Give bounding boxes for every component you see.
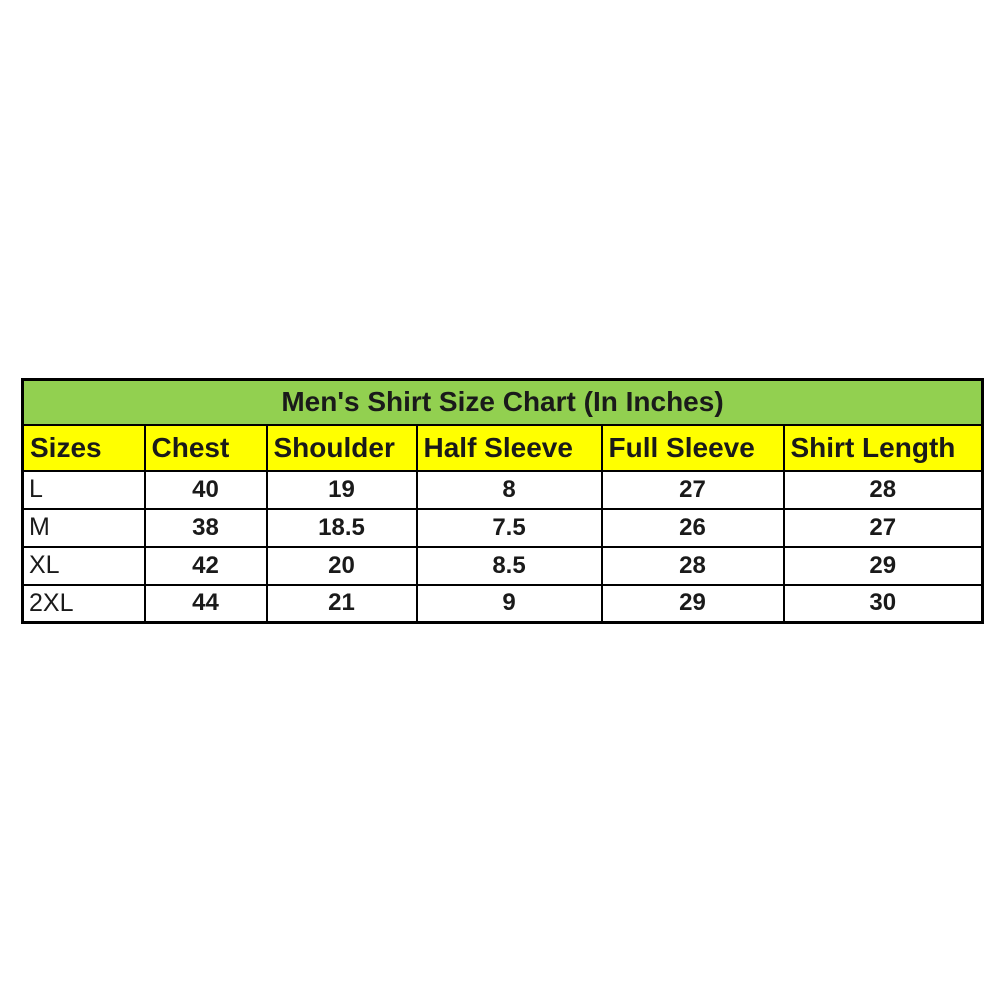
measurement-cell: 38	[143, 507, 268, 548]
measurement-cell: 28	[600, 545, 785, 586]
measurement-cell: 29	[782, 545, 984, 586]
measurement-cell: 40	[143, 469, 268, 510]
table-row-l: L 40 19 8 27 28	[21, 469, 984, 510]
measurement-cell: 8	[415, 469, 603, 510]
measurement-cell: 19	[265, 469, 418, 510]
table-header-row: Sizes Chest Shoulder Half Sleeve Full Sl…	[21, 423, 984, 472]
measurement-cell: 21	[265, 583, 418, 624]
measurement-cell: 9	[415, 583, 603, 624]
measurement-cell: 20	[265, 545, 418, 586]
table-row-m: M 38 18.5 7.5 26 27	[21, 507, 984, 548]
size-label: L	[21, 469, 146, 510]
table-title: Men's Shirt Size Chart (In Inches)	[21, 378, 984, 426]
measurement-cell: 26	[600, 507, 785, 548]
measurement-cell: 8.5	[415, 545, 603, 586]
measurement-cell: 44	[143, 583, 268, 624]
measurement-cell: 30	[782, 583, 984, 624]
measurement-cell: 27	[600, 469, 785, 510]
column-header-shirt-length: Shirt Length	[782, 423, 984, 472]
table-row-2xl: 2XL 44 21 9 29 30	[21, 583, 984, 624]
column-header-full-sleeve: Full Sleeve	[600, 423, 785, 472]
measurement-cell: 28	[782, 469, 984, 510]
measurement-cell: 42	[143, 545, 268, 586]
column-header-sizes: Sizes	[21, 423, 146, 472]
size-label: 2XL	[21, 583, 146, 624]
column-header-shoulder: Shoulder	[265, 423, 418, 472]
measurement-cell: 29	[600, 583, 785, 624]
column-header-chest: Chest	[143, 423, 268, 472]
measurement-cell: 27	[782, 507, 984, 548]
measurement-cell: 18.5	[265, 507, 418, 548]
table-row-xl: XL 42 20 8.5 28 29	[21, 545, 984, 586]
column-header-half-sleeve: Half Sleeve	[415, 423, 603, 472]
table-title-row: Men's Shirt Size Chart (In Inches)	[21, 378, 984, 426]
size-label: M	[21, 507, 146, 548]
size-label: XL	[21, 545, 146, 586]
measurement-cell: 7.5	[415, 507, 603, 548]
size-chart-table: Men's Shirt Size Chart (In Inches) Sizes…	[21, 378, 985, 624]
